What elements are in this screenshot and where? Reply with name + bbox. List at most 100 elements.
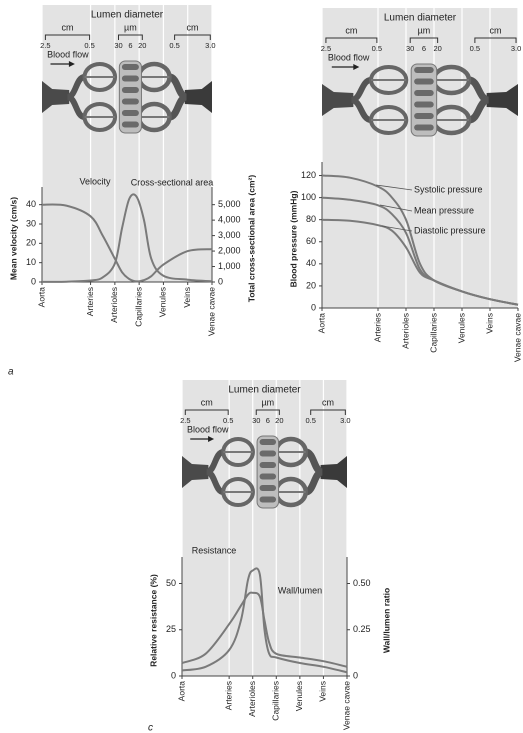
panel-letter: a [8, 367, 14, 378]
scale-label: 6 [128, 41, 132, 50]
scale-unit: µm [261, 397, 274, 407]
x-tick-label: Arterioles [109, 287, 119, 323]
y2-tick-label: 4,000 [218, 215, 241, 225]
y-tick-label: 60 [306, 236, 316, 246]
flow-label: Blood flow [47, 49, 89, 59]
y2-axis-title: Wall/lumen ratio [381, 588, 391, 653]
y-tick-label: 20 [306, 280, 316, 290]
y2-tick-label: 5,000 [218, 199, 241, 209]
capillary [260, 474, 277, 480]
scale-label: 30 [114, 41, 122, 50]
scale-label: 3.0 [511, 44, 521, 53]
series-label: Resistance [192, 545, 237, 555]
x-tick-label: Capillaries [133, 287, 143, 327]
capillary [122, 76, 139, 82]
x-tick-label: Veins [182, 287, 192, 308]
y-axis-title: Mean velocity (cm/s) [8, 197, 18, 280]
scale-label: 3.0 [205, 41, 215, 50]
scale-label: 0.5 [305, 416, 315, 425]
y-tick-label: 50 [166, 578, 176, 588]
x-tick-label: Aorta [176, 681, 186, 702]
diagram-title: Lumen diameter [384, 13, 457, 24]
y-tick-label: 120 [301, 170, 316, 180]
panel-background [42, 5, 212, 282]
y-tick-label: 10 [26, 257, 36, 267]
scale-label: 6 [422, 44, 426, 53]
scale-unit: cm [186, 22, 198, 32]
capillary [414, 67, 434, 73]
x-tick-label: Arteries [85, 287, 95, 316]
capillary [260, 497, 277, 503]
x-tick-label: Arterioles [247, 681, 257, 717]
y-axis-title: Relative resistance (%) [148, 574, 158, 667]
panel-letter: c [148, 723, 153, 733]
scale-unit: cm [345, 25, 357, 35]
y2-tick-label: 0.50 [353, 578, 371, 588]
capillary [260, 439, 277, 445]
x-tick-label: Capillaries [271, 681, 281, 721]
y-tick-label: 20 [26, 238, 36, 248]
capillary [414, 125, 434, 131]
x-tick-label: Venules [294, 681, 304, 711]
y-tick-label: 80 [306, 214, 316, 224]
capillary [122, 99, 139, 105]
series-label: Cross-sectional area [131, 177, 214, 187]
capillary [414, 113, 434, 119]
x-tick-label: Aorta [316, 313, 326, 334]
series-label: Velocity [79, 176, 111, 186]
capillary [122, 122, 139, 128]
capillary [122, 110, 139, 116]
scale-unit: cm [322, 397, 334, 407]
y-tick-label: 30 [26, 218, 36, 228]
y2-tick-label: 2,000 [218, 245, 241, 255]
flow-label: Blood flow [187, 424, 229, 434]
y-axis-title: Blood pressure (mmHg) [288, 190, 298, 287]
series-label: Diastolic pressure [414, 225, 486, 235]
y-tick-label: 0 [171, 670, 176, 680]
scale-label: 20 [275, 416, 283, 425]
x-tick-label: Venae cavae [341, 681, 351, 730]
capillary [260, 485, 277, 491]
scale-unit: µm [418, 25, 431, 35]
diagram-title: Lumen diameter [91, 10, 164, 21]
y-tick-label: 0 [31, 276, 36, 286]
scale-unit: cm [201, 397, 213, 407]
y2-axis-title: Total cross-sectional area (cm²) [246, 175, 256, 303]
scale-label: 6 [266, 416, 270, 425]
capillary [260, 462, 277, 468]
scale-label: 0.5 [169, 41, 179, 50]
x-tick-label: Veins [484, 313, 494, 334]
y2-tick-label: 3,000 [218, 230, 241, 240]
x-tick-label: Aorta [36, 287, 46, 308]
x-tick-label: Venules [456, 313, 466, 343]
diagram-title: Lumen diameter [228, 385, 301, 396]
capillary [414, 102, 434, 108]
y-tick-label: 40 [306, 258, 316, 268]
scale-label: 20 [138, 41, 146, 50]
y-tick-label: 0 [311, 302, 316, 312]
scale-label: 0.5 [470, 44, 480, 53]
figure: Aorta Arteries Arterioles Capillaries Venule… [0, 0, 523, 733]
y2-tick-label: 0.25 [353, 624, 371, 634]
x-tick-label: Arteries [372, 313, 382, 342]
y2-tick-label: 0 [218, 276, 223, 286]
x-tick-label: Venae cavae [206, 287, 216, 336]
y-tick-label: 100 [301, 192, 316, 202]
capillary [122, 64, 139, 70]
capillary [122, 87, 139, 93]
x-tick-label: Venules [158, 287, 168, 317]
y2-tick-label: 1,000 [218, 261, 241, 271]
series-label: Mean pressure [414, 205, 474, 215]
scale-unit: µm [124, 22, 137, 32]
series-label: Systolic pressure [414, 184, 483, 194]
x-tick-label: Veins [318, 681, 328, 702]
scale-label: 3.0 [340, 416, 350, 425]
x-tick-label: Venae cavae [512, 313, 522, 362]
y2-tick-label: 0 [353, 670, 358, 680]
scale-unit: cm [489, 25, 501, 35]
x-tick-label: Arteries [223, 681, 233, 710]
x-tick-label: Capillaries [428, 313, 438, 353]
x-tick-label: Arterioles [400, 313, 410, 349]
scale-unit: cm [62, 22, 74, 32]
capillary [260, 451, 277, 457]
